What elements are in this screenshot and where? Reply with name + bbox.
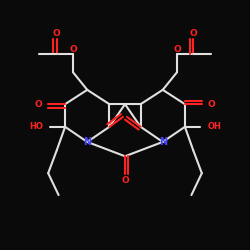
Text: HO: HO bbox=[29, 122, 43, 131]
Text: N: N bbox=[159, 137, 167, 147]
Text: O: O bbox=[69, 45, 77, 54]
Text: O: O bbox=[121, 176, 129, 185]
Text: OH: OH bbox=[207, 122, 221, 131]
Text: O: O bbox=[35, 100, 42, 109]
Text: O: O bbox=[173, 45, 181, 54]
Text: N: N bbox=[83, 137, 91, 147]
Text: O: O bbox=[53, 29, 61, 38]
Text: O: O bbox=[189, 29, 197, 38]
Text: O: O bbox=[208, 100, 215, 109]
